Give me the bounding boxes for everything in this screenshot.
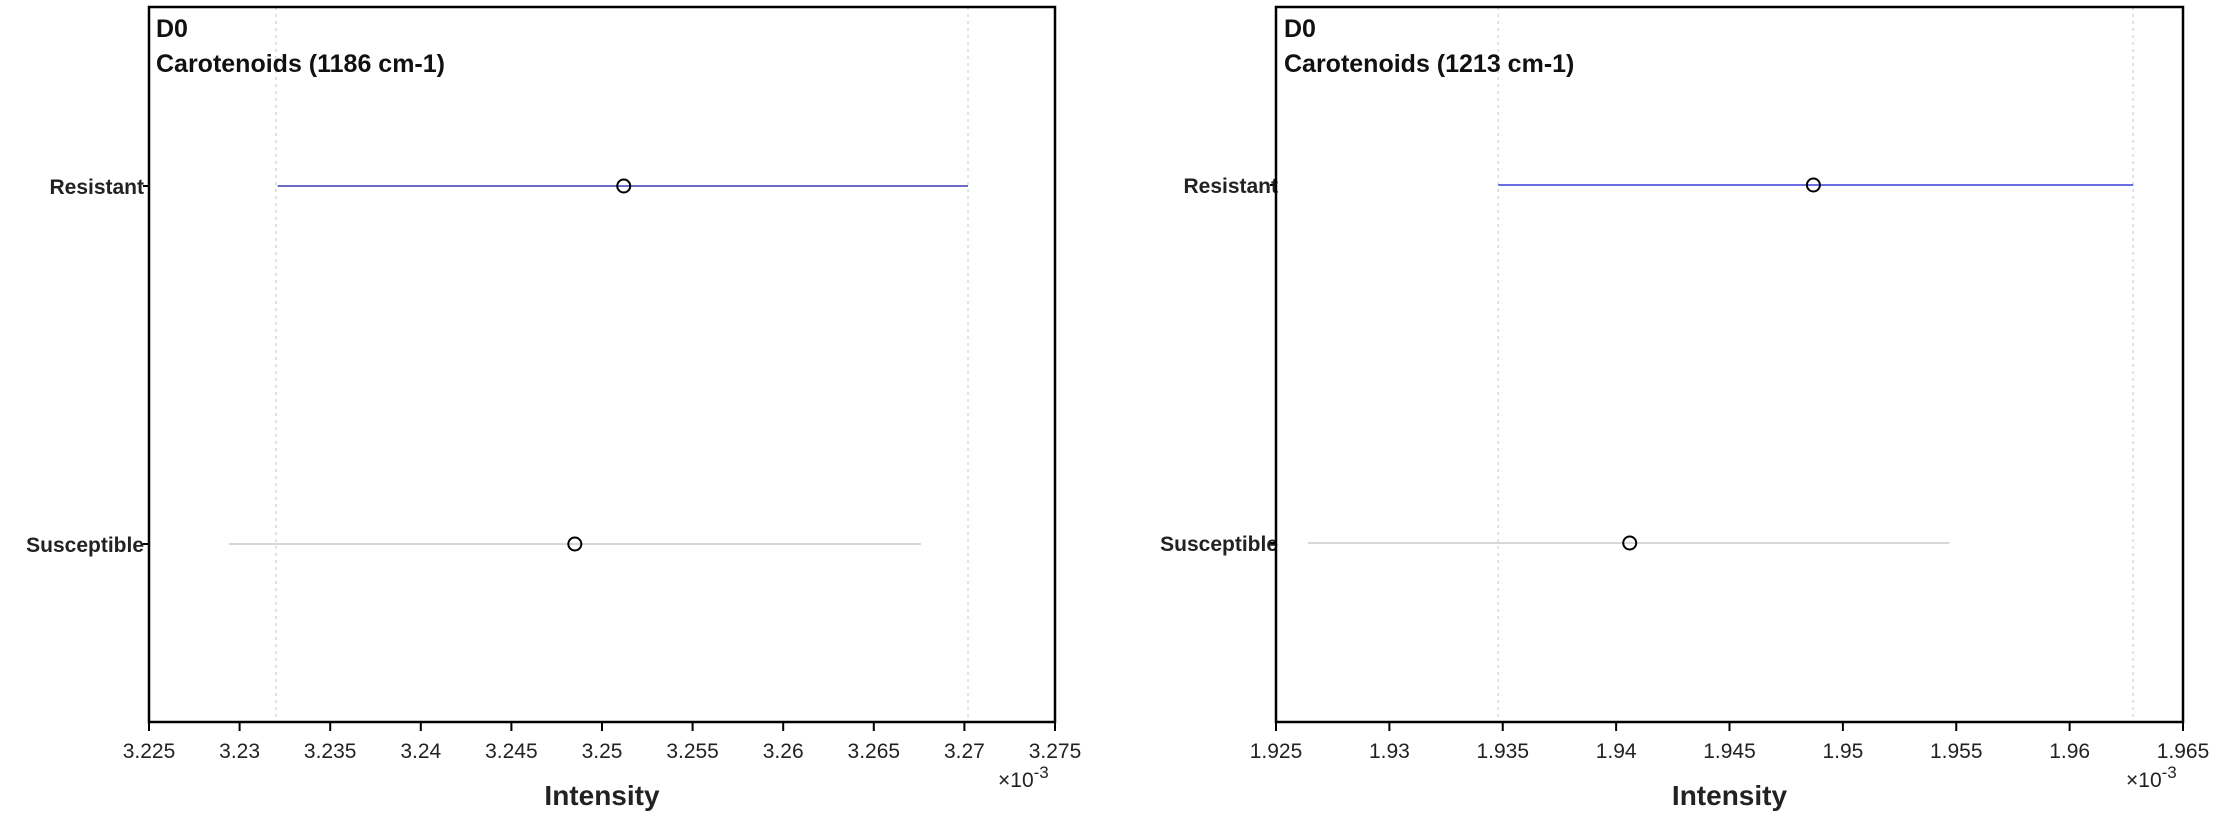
mean-marker-susceptible [567,536,583,552]
x-tick-label: 1.96 [2049,740,2090,763]
chart-title-line-1: D0 [156,15,188,43]
x-tick-label: 1.93 [1369,740,1410,763]
x-exponent-label: ×10-3 [2126,763,2177,792]
x-tick-label: 3.245 [485,740,538,763]
x-tick-label: 3.27 [944,740,985,763]
x-tick-label: 1.945 [1703,740,1756,763]
mean-marker-resistant [616,178,632,194]
x-tick-label: 1.95 [1822,740,1863,763]
chart-panel-carotenoids-1186: Resistant Susceptible 3.225 3.23 3.235 3.24 3.… [26,5,1082,811]
x-tick-label: 3.225 [123,740,176,763]
x-axis-label: Intensity [1672,780,1788,811]
x-tick-label: 1.94 [1596,740,1637,763]
x-tick-label: 3.26 [763,740,804,763]
chart-title-line-2: Carotenoids (1213 cm-1) [1284,50,1574,78]
x-tick-label: 3.24 [400,740,441,763]
category-label-susceptible: Susceptible [26,534,144,557]
x-exponent-label: ×10-3 [998,763,1049,792]
x-tick-label: 3.23 [219,740,260,763]
category-label-resistant: Resistant [1183,175,1278,198]
x-axis-label: Intensity [544,780,660,811]
mean-marker-resistant [1805,177,1821,193]
chart-title-line-2: Carotenoids (1186 cm-1) [156,50,445,78]
x-tick-label: 3.265 [848,740,901,763]
x-tick-label: 3.275 [1029,740,1082,763]
x-tick-label: 3.25 [582,740,623,763]
x-tick-label: 1.925 [1250,740,1303,763]
plot-frame [147,5,1057,724]
mean-marker-susceptible [1622,535,1638,551]
plot-frame [1274,5,2185,724]
chart-panel-carotenoids-1213: Resistant Susceptible 1.925 1.93 1.935 1.94 1.… [1160,5,2210,811]
x-tick-label: 1.955 [1930,740,1983,763]
x-tick-label: 1.935 [1476,740,1529,763]
x-tick-label: 3.235 [304,740,357,763]
x-tick-label: 1.965 [2157,740,2210,763]
chart-title-line-1: D0 [1284,15,1316,43]
x-tick-label: 3.255 [666,740,719,763]
category-label-susceptible: Susceptible [1160,533,1278,556]
category-label-resistant: Resistant [49,176,144,199]
